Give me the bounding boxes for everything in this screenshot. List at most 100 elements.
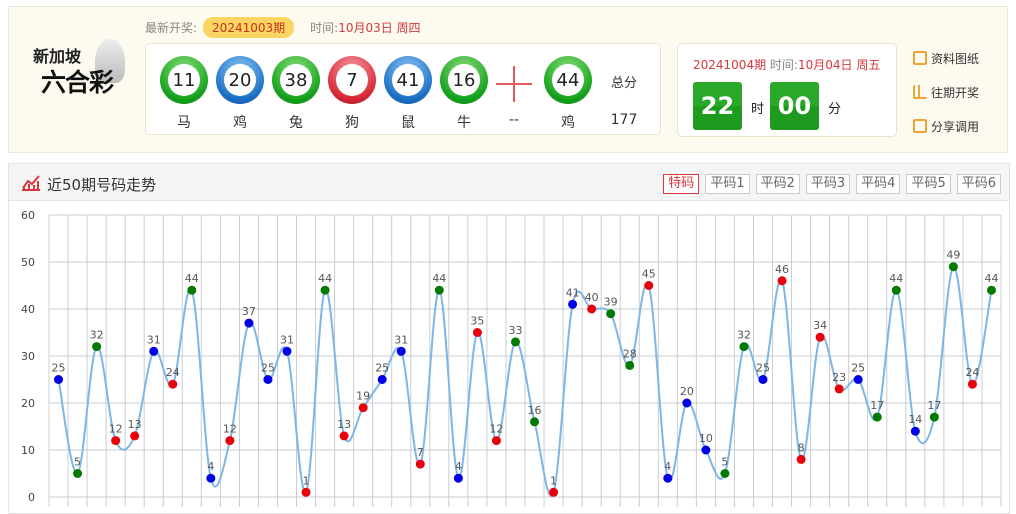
y-tick-label: 10 — [21, 444, 35, 457]
issue-badge: 20241003期 — [203, 17, 295, 38]
merlion-icon — [95, 39, 125, 83]
data-point — [168, 379, 178, 389]
data-point — [339, 431, 349, 441]
total-label: 总分 — [610, 76, 637, 91]
y-tick-label: 60 — [21, 209, 35, 222]
data-label: 5 — [721, 456, 728, 469]
data-point — [587, 304, 597, 314]
trend-panel: 近50期号码走势 特码 平码1 平码2 平码3 平码4 平码5 平码6 0 10 20 30 40 5… — [8, 163, 1010, 514]
data-label: 31 — [280, 333, 294, 346]
tab-5[interactable]: 平码5 — [906, 174, 951, 194]
data-label: 4 — [455, 460, 462, 473]
data-label: 12 — [109, 423, 123, 436]
data-label: 25 — [375, 362, 389, 375]
data-point — [282, 346, 292, 356]
tab-2[interactable]: 平码2 — [755, 174, 800, 194]
next-time: 10月04日 周五 — [797, 58, 881, 72]
data-point — [149, 346, 159, 356]
data-label: 24 — [166, 366, 180, 379]
data-point — [54, 375, 64, 384]
data-label: 25 — [261, 362, 275, 375]
data-point — [73, 469, 83, 478]
link-past-draws[interactable]: 往期开奖 — [913, 75, 979, 109]
data-point — [815, 332, 825, 342]
latest-label: 最新开奖: — [145, 21, 198, 35]
trend-chart-icon — [22, 175, 40, 191]
tab-4[interactable]: 平码4 — [856, 174, 901, 194]
data-label: 31 — [147, 333, 161, 346]
data-label: 4 — [664, 460, 671, 473]
zodiac: 鸡 — [561, 115, 575, 131]
data-label: 17 — [927, 399, 941, 412]
logo-text: 新加坡 — [33, 47, 82, 66]
data-label: 23 — [832, 371, 846, 384]
data-label: 5 — [74, 456, 81, 469]
data-label: 44 — [318, 272, 332, 285]
link-data-charts[interactable]: 资料图纸 — [913, 41, 979, 75]
tab-6[interactable]: 平码6 — [956, 174, 1001, 194]
data-label: 10 — [699, 432, 713, 445]
data-label: 13 — [128, 418, 142, 431]
link-label: 分享调用 — [931, 119, 980, 134]
ball-number: 20 — [224, 64, 256, 96]
data-label: 44 — [432, 272, 446, 285]
data-point — [206, 473, 216, 483]
next-issue: 20241004期 — [693, 58, 767, 72]
data-point — [853, 375, 863, 384]
data-point — [377, 375, 387, 384]
zodiac: 狗 — [345, 115, 359, 131]
link-label: 资料图纸 — [931, 51, 980, 66]
data-point — [111, 436, 121, 446]
panel-header: 近50期号码走势 特码 平码1 平码2 平码3 平码4 平码5 平码6 — [9, 164, 1009, 201]
data-label: 1 — [303, 474, 310, 487]
total-value: 177 — [610, 112, 638, 128]
data-point — [739, 342, 749, 352]
y-tick-label: 20 — [21, 397, 35, 410]
data-point — [530, 417, 540, 427]
zodiac: 鸡 — [233, 115, 247, 131]
data-point — [834, 384, 844, 394]
data-label: 19 — [356, 390, 370, 403]
ball-green: 11 — [160, 56, 208, 104]
data-point — [720, 469, 730, 478]
data-label: 35 — [470, 315, 484, 328]
ball-number: 44 — [552, 64, 584, 96]
tab-3[interactable]: 平码3 — [805, 174, 851, 194]
data-point — [910, 426, 920, 436]
data-label: 17 — [870, 399, 884, 412]
y-tick-label: 30 — [21, 350, 35, 363]
tab-0[interactable]: 特码 — [663, 174, 700, 194]
countdown-minute: 00 — [770, 82, 819, 130]
special-ball: 44 — [544, 56, 592, 104]
y-tick-label: 0 — [28, 491, 35, 504]
data-point — [606, 309, 616, 319]
ball-number: 11 — [168, 64, 200, 96]
data-point — [663, 473, 673, 483]
plus-icon — [496, 66, 532, 102]
zodiac: 牛 — [457, 115, 471, 131]
data-label: 44 — [889, 272, 903, 285]
data-point — [701, 445, 711, 455]
data-point — [396, 346, 406, 356]
countdown-hour: 22 — [693, 82, 742, 130]
data-label: 32 — [90, 329, 104, 342]
share-monitor-icon — [913, 119, 927, 133]
ball-blue: 41 — [384, 56, 432, 104]
data-point — [568, 299, 578, 309]
logo: 新加坡 六合彩 — [31, 39, 131, 103]
link-label: 往期开奖 — [931, 85, 980, 100]
tab-1[interactable]: 平码1 — [705, 174, 750, 194]
data-label: 8 — [798, 441, 805, 454]
next-draw: 20241004期 时间:10月04日 周五 22 时 00 分 — [677, 43, 897, 137]
data-label: 39 — [604, 296, 618, 309]
data-point — [967, 379, 977, 389]
time-label: 时间: — [769, 58, 798, 72]
data-point — [472, 328, 482, 337]
data-label: 46 — [775, 263, 789, 276]
ball-number: 16 — [448, 64, 480, 96]
data-label: 41 — [566, 286, 580, 299]
data-point — [415, 459, 425, 469]
link-share[interactable]: 分享调用 — [913, 109, 979, 143]
ball-blue: 20 — [216, 56, 264, 104]
